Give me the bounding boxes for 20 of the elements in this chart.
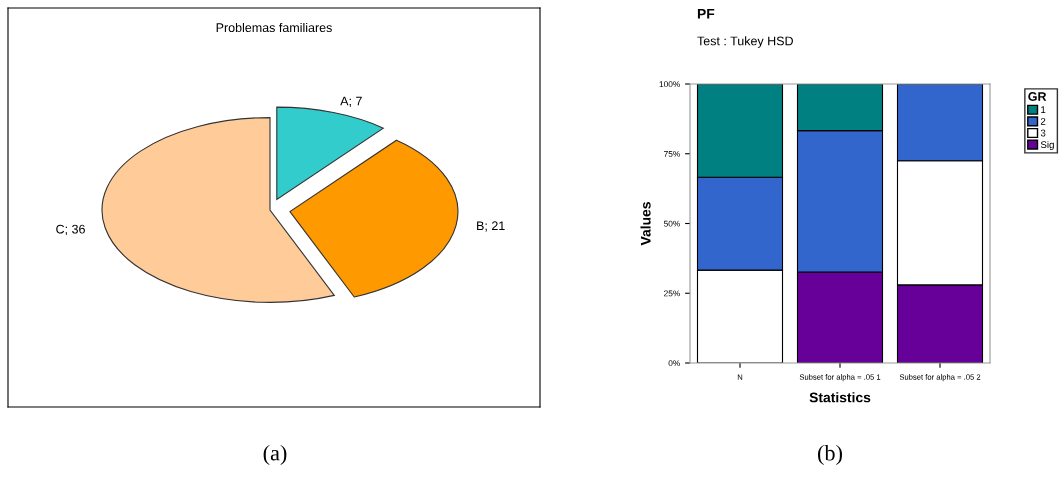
x-axis-title: Statistics xyxy=(809,392,871,403)
legend-title: GR xyxy=(1028,92,1047,101)
text: (a) xyxy=(263,444,287,466)
chart-title: PF xyxy=(697,9,715,19)
slice-label: A; 7 xyxy=(340,96,362,107)
slice-label: C; 36 xyxy=(56,224,85,236)
slice-label: B; 21 xyxy=(477,221,505,232)
chart-subtitle: Test : Tukey HSD xyxy=(697,36,793,48)
legend-label: Sig xyxy=(1040,140,1054,150)
text: (b) xyxy=(818,444,842,466)
legend-label: 3 xyxy=(1040,129,1046,137)
y-tick-label: 50% xyxy=(663,220,680,227)
y-tick-label: 75% xyxy=(664,150,680,157)
legend-label: 2 xyxy=(1040,117,1046,125)
legend-label: 1 xyxy=(1041,106,1046,114)
y-tick-label: 100% xyxy=(659,81,680,88)
y-tick-label: 0% xyxy=(668,360,680,367)
chart-title: Problemas familiares xyxy=(216,22,332,33)
y-tick-label: 25% xyxy=(664,290,680,297)
y-axis-title: Values xyxy=(640,202,651,246)
